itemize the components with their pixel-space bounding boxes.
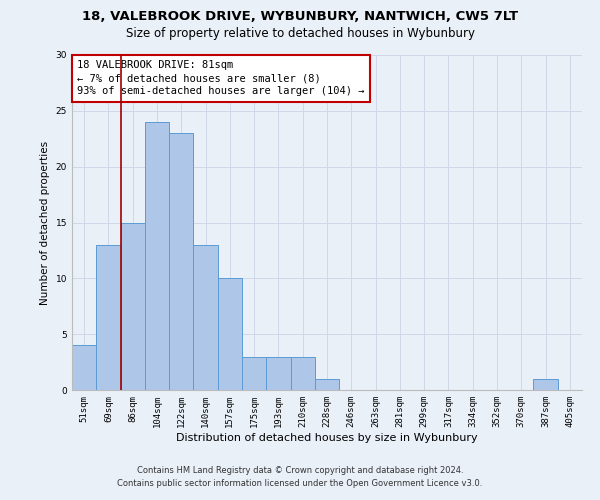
Text: 18 VALEBROOK DRIVE: 81sqm
← 7% of detached houses are smaller (8)
93% of semi-de: 18 VALEBROOK DRIVE: 81sqm ← 7% of detach…	[77, 60, 365, 96]
Bar	[193, 245, 218, 390]
Bar	[96, 245, 121, 390]
Bar	[533, 379, 558, 390]
Bar	[72, 346, 96, 390]
Bar	[121, 222, 145, 390]
Bar	[266, 356, 290, 390]
Text: Contains HM Land Registry data © Crown copyright and database right 2024.
Contai: Contains HM Land Registry data © Crown c…	[118, 466, 482, 487]
Text: Size of property relative to detached houses in Wybunbury: Size of property relative to detached ho…	[125, 28, 475, 40]
Bar	[290, 356, 315, 390]
Y-axis label: Number of detached properties: Number of detached properties	[40, 140, 50, 304]
Bar	[242, 356, 266, 390]
Bar	[145, 122, 169, 390]
Bar	[315, 379, 339, 390]
Bar	[218, 278, 242, 390]
X-axis label: Distribution of detached houses by size in Wybunbury: Distribution of detached houses by size …	[176, 432, 478, 442]
Text: 18, VALEBROOK DRIVE, WYBUNBURY, NANTWICH, CW5 7LT: 18, VALEBROOK DRIVE, WYBUNBURY, NANTWICH…	[82, 10, 518, 23]
Bar	[169, 133, 193, 390]
